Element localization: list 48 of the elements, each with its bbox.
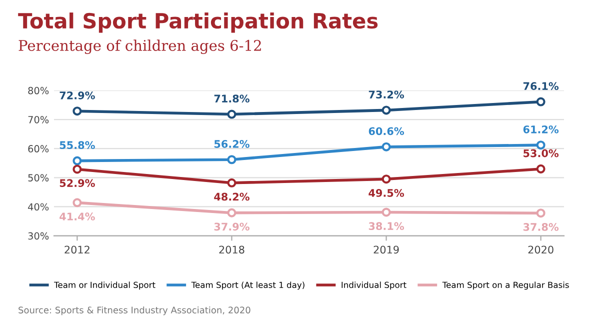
- point: [72, 198, 82, 208]
- point: [227, 155, 236, 164]
- x-tick-label: 2018: [219, 246, 244, 254]
- data-label: 41.4%: [60, 212, 95, 220]
- point: [536, 97, 546, 106]
- legend-label: Team Sport (At least 1 day): [191, 282, 304, 290]
- data-label: 76.1%: [523, 82, 559, 90]
- chart-title: Total Sport Participation Rates: [18, 12, 378, 33]
- data-label: 52.9%: [60, 179, 95, 188]
- legend-label: Team or Individual Sport: [54, 282, 156, 290]
- legend-label: Team Sport on a Regular Basis: [442, 282, 569, 290]
- y-tick-label: 80%: [28, 86, 49, 94]
- data-label: 49.5%: [368, 189, 404, 197]
- y-tick-label: 70%: [28, 116, 49, 124]
- x-tick-label: 2012: [64, 246, 90, 254]
- point: [72, 164, 82, 174]
- x-tick-label: 2020: [528, 246, 554, 254]
- y-tick-label: 40%: [28, 203, 49, 211]
- y-tick-label: 50%: [28, 174, 49, 182]
- point: [382, 208, 391, 217]
- legend-label: Individual Sport: [342, 282, 406, 290]
- point: [72, 156, 82, 166]
- data-label: 53.0%: [524, 149, 559, 158]
- point: [227, 178, 236, 188]
- y-tick-label: 30%: [28, 232, 49, 240]
- data-label: 56.2%: [214, 140, 250, 148]
- data-label: 71.8%: [214, 94, 250, 103]
- point: [536, 164, 546, 174]
- point: [382, 174, 391, 184]
- data-label: 37.9%: [214, 222, 250, 231]
- data-label: 37.8%: [523, 223, 559, 231]
- point: [72, 106, 82, 116]
- data-label: 38.1%: [368, 222, 404, 230]
- data-label: 60.6%: [368, 127, 404, 136]
- data-label: 61.2%: [523, 125, 559, 134]
- data-label: 55.8%: [60, 141, 95, 150]
- point: [382, 106, 391, 115]
- point: [227, 208, 236, 218]
- source-note: Source: Sports & Fitness Industry Association, 2020: [18, 306, 250, 316]
- data-label: 48.2%: [214, 192, 250, 201]
- chart-subtitle: Percentage of children ages 6-12: [18, 40, 261, 54]
- data-label: 72.9%: [60, 91, 95, 100]
- data-label: 73.2%: [368, 90, 404, 98]
- point: [227, 110, 236, 119]
- y-tick-label: 60%: [28, 145, 49, 152]
- point: [536, 208, 546, 218]
- x-tick-label: 2019: [374, 246, 399, 254]
- point: [382, 142, 391, 152]
